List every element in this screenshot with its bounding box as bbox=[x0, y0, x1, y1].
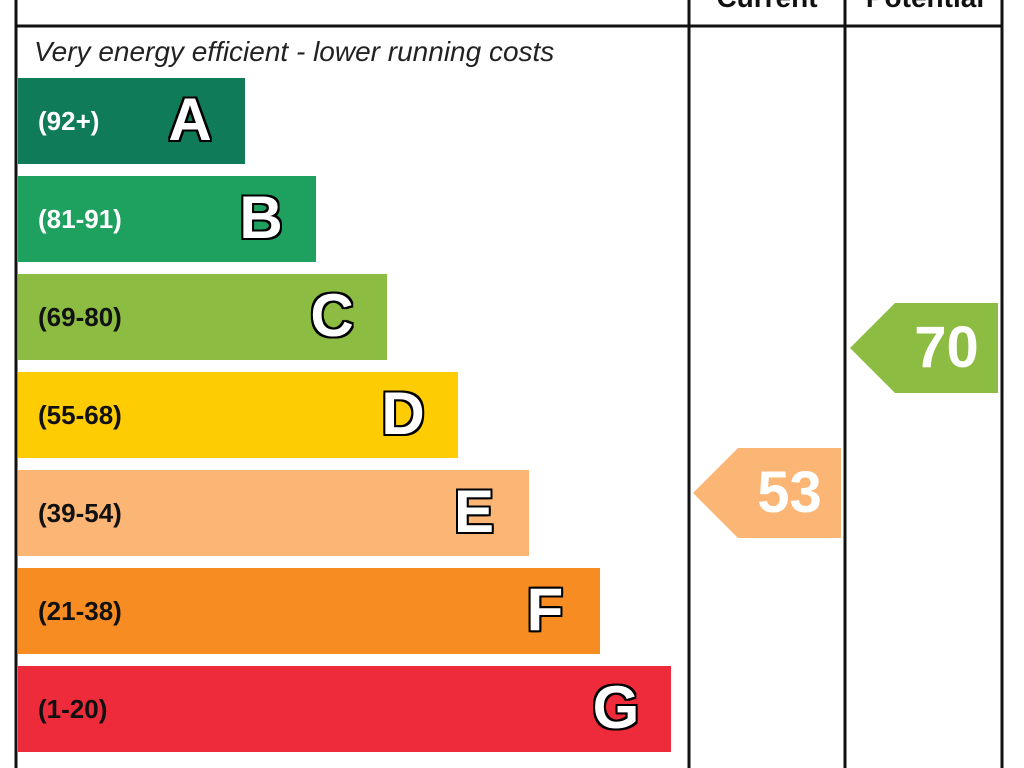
band-bar-b bbox=[18, 176, 316, 262]
potential-column-header: Potential bbox=[846, 0, 1004, 13]
band-bar-g bbox=[18, 666, 671, 752]
band-range-c: (69-80) bbox=[38, 302, 122, 332]
band-range-a: (92+) bbox=[38, 106, 100, 136]
chart-border bbox=[14, 0, 1004, 768]
band-bar-e bbox=[18, 470, 529, 556]
band-range-e: (39-54) bbox=[38, 498, 122, 528]
band-letter-c: C bbox=[310, 282, 354, 349]
band-letter-a: A bbox=[168, 86, 212, 153]
band-range-b: (81-91) bbox=[38, 204, 122, 234]
current-rating-arrow bbox=[693, 448, 841, 538]
band-letter-b: B bbox=[239, 184, 283, 251]
band-letter-d: D bbox=[381, 380, 425, 447]
potential-rating-value: 70 bbox=[914, 315, 979, 380]
band-range-d: (55-68) bbox=[38, 400, 122, 430]
band-letter-f: F bbox=[526, 576, 564, 643]
band-letter-g: G bbox=[592, 674, 640, 741]
band-letter-e: E bbox=[453, 478, 495, 545]
efficiency-note-top: Very energy efficient - lower running co… bbox=[34, 36, 555, 67]
band-bar-f bbox=[18, 568, 600, 654]
band-bars bbox=[18, 78, 671, 752]
band-range-g: (1-20) bbox=[38, 694, 108, 724]
band-range-f: (21-38) bbox=[38, 596, 122, 626]
band-bar-d bbox=[18, 372, 458, 458]
chart-frame bbox=[14, 0, 1004, 768]
current-column-header: Current bbox=[690, 0, 844, 13]
current-rating-value: 53 bbox=[757, 460, 822, 525]
rating-arrows bbox=[693, 303, 998, 538]
potential-rating-arrow bbox=[850, 303, 998, 393]
band-bar-c bbox=[18, 274, 387, 360]
band-bar-a bbox=[18, 78, 245, 164]
